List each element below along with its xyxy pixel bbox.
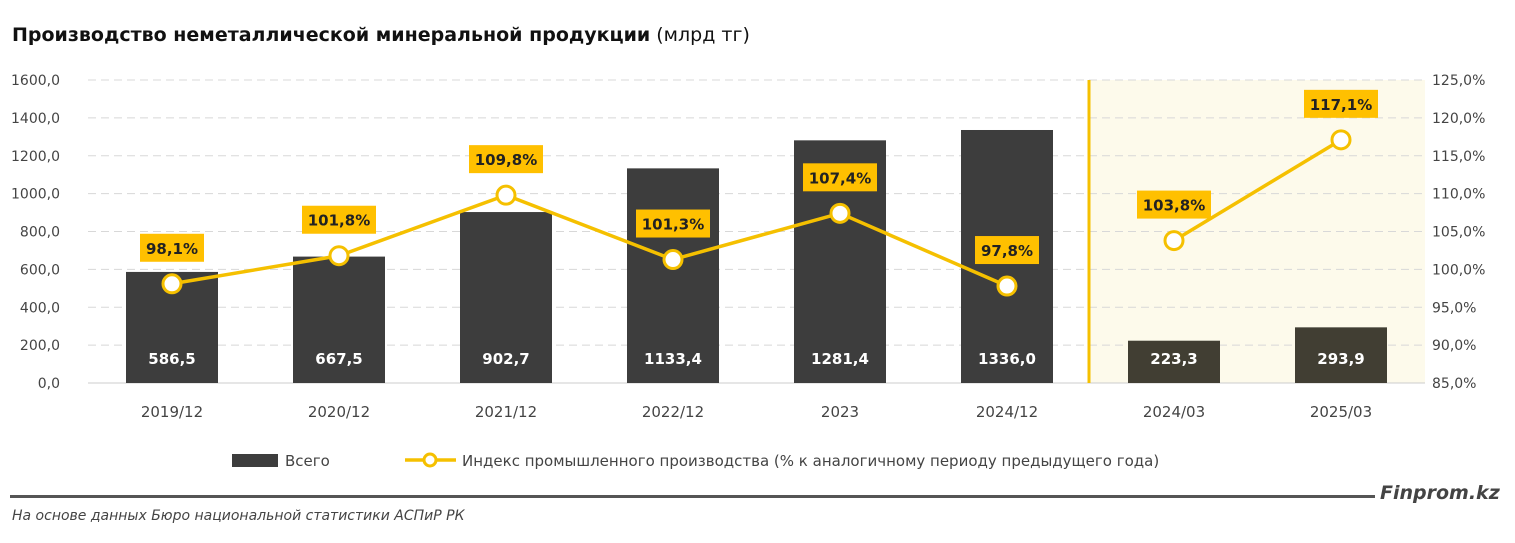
index-point (161, 273, 183, 295)
bar (1128, 340, 1220, 383)
index-value-label: 109,8% (475, 151, 537, 169)
bar-value-label: 223,3 (1150, 350, 1197, 368)
bar-value-label: 293,9 (1317, 350, 1364, 368)
legend-line-marker (422, 452, 438, 468)
left-axis-tick: 400,0 (20, 300, 60, 316)
index-label-box (1304, 89, 1378, 118)
index-value-label: 97,8% (981, 242, 1033, 260)
index-value-label: 98,1% (146, 240, 198, 258)
bar (460, 212, 552, 383)
left-axis-tick: 600,0 (20, 262, 60, 278)
index-label-box (803, 163, 877, 192)
category-label: 2021/12 (475, 403, 537, 421)
bar (627, 168, 719, 383)
footer-divider (10, 495, 1375, 498)
index-label-box (302, 205, 376, 234)
left-axis-tick: 1000,0 (11, 187, 60, 203)
category-label: 2020/12 (308, 403, 370, 421)
category-label: 2019/12 (141, 403, 203, 421)
bar-value-label: 902,7 (482, 350, 529, 368)
index-label-box (1137, 190, 1211, 219)
bar (293, 256, 385, 383)
index-point (495, 184, 517, 206)
index-point (1163, 230, 1185, 252)
category-label: 2024/03 (1143, 403, 1205, 421)
source-note: На основе данных Бюро национальной стати… (12, 508, 465, 524)
left-axis-tick: 1200,0 (11, 149, 60, 165)
bar-value-label: 1133,4 (644, 350, 702, 368)
legend-bar-label: Всего (285, 452, 330, 470)
title-unit: (млрд тг) (656, 24, 750, 46)
legend-line-label: Индекс промышленного производства (% к а… (462, 452, 1159, 470)
index-label-box (636, 209, 710, 238)
index-value-label: 101,8% (308, 212, 370, 230)
index-point (662, 249, 684, 271)
index-point (829, 202, 851, 224)
left-axis-tick: 1600,0 (11, 73, 60, 89)
chart-title: Производство неметаллической минеральной… (12, 24, 750, 46)
brand-logo: Finprom.kz (1380, 482, 1500, 504)
category-label: 2024/12 (976, 403, 1038, 421)
bar-value-label: 1336,0 (978, 350, 1036, 368)
left-axis-tick: 0,0 (38, 376, 60, 392)
category-label: 2025/03 (1310, 403, 1372, 421)
right-axis-tick: 95,0% (1432, 300, 1476, 316)
index-point (996, 275, 1018, 297)
index-label-box (140, 233, 204, 262)
bar (1295, 327, 1387, 383)
left-axis-tick: 800,0 (20, 225, 60, 241)
title-main: Производство неметаллической минеральной… (12, 24, 651, 46)
index-label-box (469, 145, 543, 174)
index-point (1330, 129, 1352, 151)
index-label-box (975, 236, 1039, 265)
right-axis-tick: 85,0% (1432, 376, 1476, 392)
right-axis-tick: 120,0% (1432, 111, 1485, 127)
legend-bar-swatch (232, 454, 278, 467)
category-label: 2022/12 (642, 403, 704, 421)
index-value-label: 107,4% (809, 169, 871, 187)
index-value-label: 117,1% (1310, 96, 1372, 114)
left-axis-tick: 1400,0 (11, 111, 60, 127)
index-line (1173, 138, 1342, 243)
index-value-label: 103,8% (1143, 197, 1205, 215)
right-axis-tick: 105,0% (1432, 225, 1485, 241)
bar-value-label: 667,5 (315, 350, 362, 368)
right-axis-tick: 100,0% (1432, 262, 1485, 278)
category-label: 2023 (821, 403, 859, 421)
right-axis-tick: 125,0% (1432, 73, 1485, 89)
right-axis-tick: 110,0% (1432, 187, 1485, 203)
index-value-label: 101,3% (642, 216, 704, 234)
index-line (171, 193, 1008, 288)
right-axis-tick: 115,0% (1432, 149, 1485, 165)
left-axis-tick: 200,0 (20, 338, 60, 354)
index-point (328, 245, 350, 267)
right-axis-tick: 90,0% (1432, 338, 1476, 354)
bar-value-label: 1281,4 (811, 350, 869, 368)
bar-value-label: 586,5 (148, 350, 195, 368)
